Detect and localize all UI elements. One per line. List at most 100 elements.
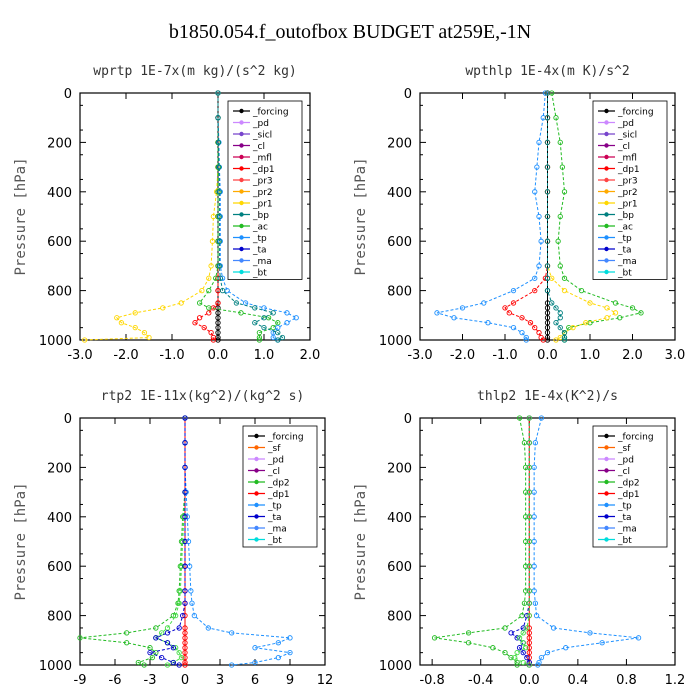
data-point (544, 238, 551, 244)
data-point (520, 630, 526, 636)
x-tick-label: 0 (181, 673, 189, 688)
data-point (538, 238, 544, 244)
data-point (191, 612, 197, 619)
data-point (532, 287, 538, 294)
data-point (544, 90, 551, 96)
data-point (526, 489, 532, 495)
chart-panel-3: rtp2 1E-11x(kg^2)/(kg^2 s) Pressure [hPa]… (13, 389, 333, 688)
data-point (508, 654, 514, 661)
data-point (526, 563, 532, 569)
legend-marker (254, 433, 259, 439)
legend-marker (239, 177, 244, 183)
data-point (544, 287, 551, 294)
data-point (252, 305, 258, 311)
data-point (256, 334, 263, 341)
legend-marker (239, 131, 244, 137)
data-point (526, 630, 532, 636)
data-point (176, 650, 182, 656)
data-point (215, 139, 222, 146)
data-point (256, 337, 263, 343)
data-point (557, 263, 563, 269)
data-point (544, 139, 551, 146)
data-point (182, 630, 188, 636)
data-point (210, 334, 217, 341)
legend-label: _pr3 (252, 177, 273, 187)
legend-label: _sicl (252, 131, 272, 141)
data-point (587, 630, 593, 636)
data-point (217, 275, 223, 281)
x-tick-label: -3.0 (67, 348, 92, 363)
legend-marker (604, 200, 609, 206)
x-tick-label: -1.0 (159, 348, 184, 363)
legend-marker (254, 479, 259, 485)
x-tick-label: 0.8 (616, 673, 637, 688)
legend-marker (604, 166, 609, 171)
chart-panel-4: thlp2 1E-4x(K^2)/s Pressure [hPa] 0 200 400 6… (353, 389, 685, 688)
legend-label: _tp (617, 234, 632, 244)
legend-label: _pd (252, 119, 269, 129)
data-point (201, 324, 207, 331)
y-tick-label: 1000 (379, 659, 412, 674)
y-tick-label: 600 (47, 560, 72, 575)
panel-title: rtp2 1E-11x(kg^2)/(kg^2 s) (101, 389, 305, 404)
data-point (164, 640, 171, 646)
legend-marker (604, 212, 609, 217)
y-tick-label: 400 (387, 186, 412, 201)
legend-marker (604, 514, 609, 519)
data-point (184, 514, 190, 520)
data-point (635, 635, 642, 641)
legend-marker (239, 189, 244, 194)
legend-label: _bp (617, 211, 634, 221)
y-tick-label: 200 (387, 461, 412, 476)
data-point (159, 654, 165, 661)
legend-label: _cl (252, 142, 265, 152)
data-point (275, 337, 281, 343)
data-point (208, 329, 214, 336)
data-point (216, 238, 223, 244)
data-point (182, 640, 188, 646)
legend-label: _cl (267, 467, 280, 477)
data-point (536, 139, 542, 146)
data-point (275, 640, 281, 646)
data-point (526, 612, 532, 619)
data-point (524, 654, 530, 661)
data-point (521, 600, 528, 606)
figure-title: b1850.054.f_outofbox BUDGET at259E,-1N (169, 21, 531, 43)
data-point (544, 164, 551, 170)
y-tick-label: 800 (47, 285, 72, 300)
legend-marker (604, 456, 609, 462)
data-point (459, 305, 466, 311)
legend-label: _ac (252, 223, 268, 233)
data-point (612, 310, 619, 316)
data-point (182, 489, 188, 495)
y-tick-label: 0 (404, 412, 412, 427)
data-point (287, 635, 293, 641)
y-tick-label: 400 (47, 511, 72, 526)
data-point (180, 538, 186, 545)
data-point (199, 287, 205, 294)
data-point (431, 635, 438, 641)
legend-marker (254, 468, 259, 473)
data-point (182, 659, 188, 666)
data-point (270, 324, 276, 331)
data-point (465, 630, 472, 636)
series-line-dp1 (514, 418, 530, 666)
data-point (557, 213, 563, 220)
data-point (516, 635, 523, 641)
data-point (182, 588, 188, 594)
data-point (287, 650, 293, 656)
data-point (173, 612, 179, 619)
data-point (170, 612, 176, 619)
data-point (557, 139, 563, 146)
y-axis-label: Pressure [hPa] (13, 482, 29, 600)
data-point (531, 464, 537, 471)
data-point (538, 415, 545, 421)
data-point (526, 645, 532, 651)
data-point (215, 324, 221, 331)
y-tick-label: 800 (387, 610, 412, 625)
legend-label: _bt (267, 536, 282, 546)
y-tick-label: 800 (387, 285, 412, 300)
data-point (135, 659, 141, 666)
data-point (209, 238, 216, 244)
panel-title: thlp2 1E-4x(K^2)/s (477, 389, 618, 404)
